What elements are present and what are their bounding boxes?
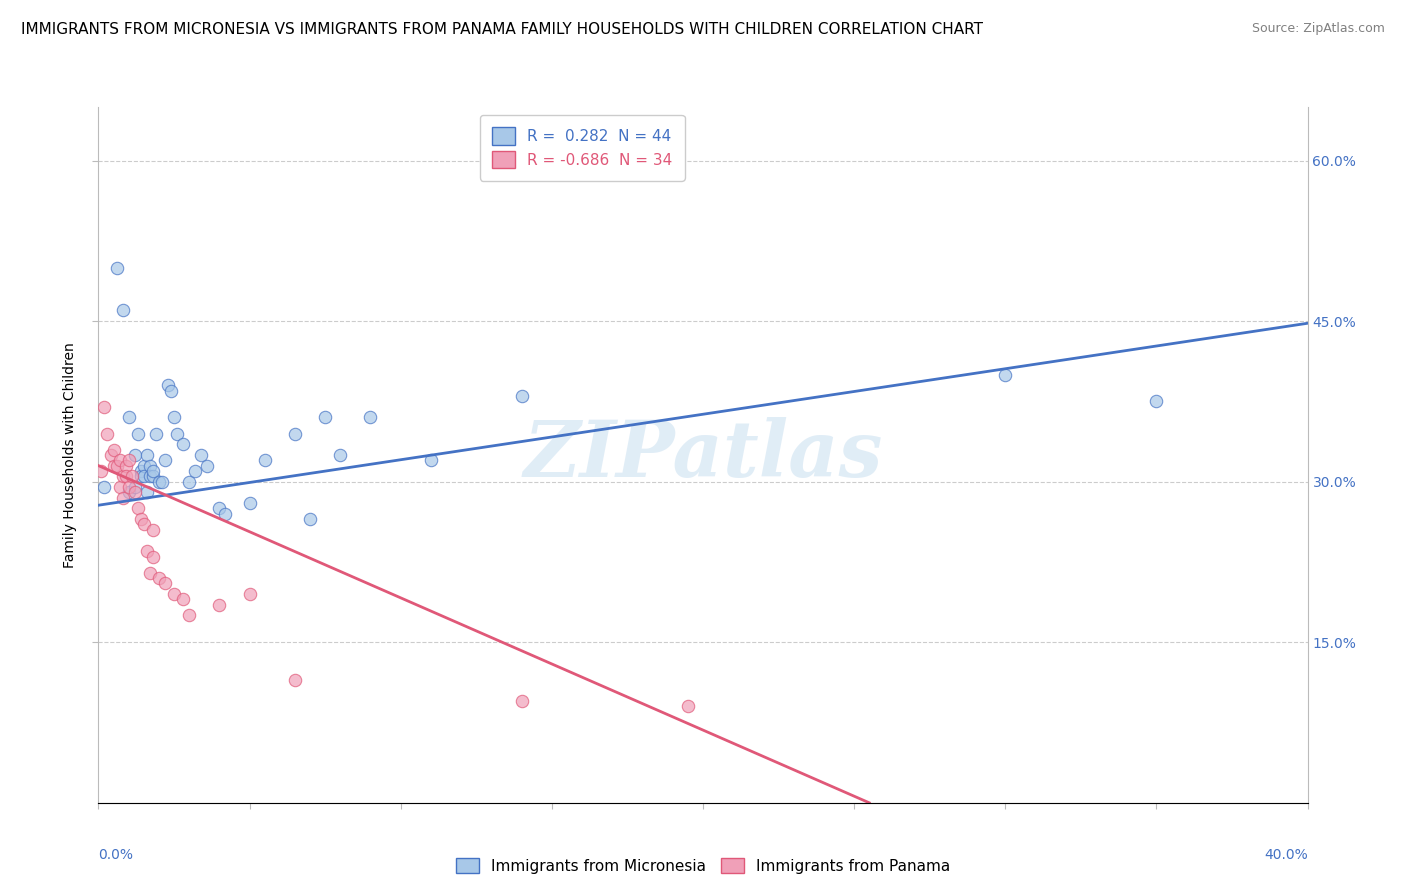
Point: [172, 437, 194, 451]
Point: [114, 458, 136, 473]
Point: [172, 592, 194, 607]
Point: [994, 368, 1017, 382]
Point: [253, 453, 276, 467]
Point: [90, 464, 112, 478]
Text: 0.0%: 0.0%: [98, 848, 134, 862]
Point: [510, 389, 533, 403]
Point: [111, 469, 134, 483]
Point: [179, 608, 201, 623]
Point: [166, 426, 188, 441]
Point: [184, 464, 207, 478]
Point: [420, 453, 443, 467]
Point: [132, 517, 155, 532]
Point: [127, 426, 149, 441]
Point: [135, 544, 157, 558]
Point: [118, 410, 141, 425]
Point: [129, 464, 152, 478]
Point: [108, 453, 131, 467]
Point: [163, 587, 186, 601]
Point: [139, 566, 162, 580]
Y-axis label: Family Households with Children: Family Households with Children: [63, 342, 77, 568]
Text: IMMIGRANTS FROM MICRONESIA VS IMMIGRANTS FROM PANAMA FAMILY HOUSEHOLDS WITH CHIL: IMMIGRANTS FROM MICRONESIA VS IMMIGRANTS…: [21, 22, 983, 37]
Point: [284, 673, 307, 687]
Point: [93, 480, 115, 494]
Point: [108, 480, 131, 494]
Point: [156, 378, 179, 392]
Point: [111, 491, 134, 505]
Text: Source: ZipAtlas.com: Source: ZipAtlas.com: [1251, 22, 1385, 36]
Point: [105, 260, 128, 275]
Point: [135, 485, 157, 500]
Point: [103, 458, 125, 473]
Legend: R =  0.282  N = 44, R = -0.686  N = 34: R = 0.282 N = 44, R = -0.686 N = 34: [479, 115, 685, 180]
Point: [118, 485, 141, 500]
Point: [239, 496, 262, 510]
Point: [96, 426, 118, 441]
Point: [142, 464, 165, 478]
Point: [103, 442, 125, 457]
Point: [360, 410, 382, 425]
Point: [132, 458, 155, 473]
Point: [118, 453, 141, 467]
Point: [676, 699, 699, 714]
Point: [163, 410, 186, 425]
Point: [93, 400, 115, 414]
Point: [100, 448, 122, 462]
Point: [153, 453, 176, 467]
Point: [150, 475, 173, 489]
Point: [124, 485, 146, 500]
Point: [124, 448, 146, 462]
Point: [299, 512, 322, 526]
Point: [153, 576, 176, 591]
Point: [142, 549, 165, 564]
Point: [124, 480, 146, 494]
Point: [145, 426, 167, 441]
Text: ZIPatlas: ZIPatlas: [523, 417, 883, 493]
Point: [129, 512, 152, 526]
Text: 40.0%: 40.0%: [1264, 848, 1308, 862]
Point: [190, 448, 212, 462]
Point: [329, 448, 352, 462]
Point: [148, 475, 170, 489]
Point: [148, 571, 170, 585]
Point: [121, 469, 143, 483]
Point: [208, 501, 231, 516]
Point: [1144, 394, 1167, 409]
Point: [142, 523, 165, 537]
Point: [208, 598, 231, 612]
Point: [160, 384, 183, 398]
Legend: Immigrants from Micronesia, Immigrants from Panama: Immigrants from Micronesia, Immigrants f…: [450, 852, 956, 880]
Point: [114, 469, 136, 483]
Point: [129, 469, 152, 483]
Point: [142, 469, 165, 483]
Point: [195, 458, 218, 473]
Point: [314, 410, 336, 425]
Point: [127, 501, 149, 516]
Point: [111, 303, 134, 318]
Point: [139, 469, 162, 483]
Point: [510, 694, 533, 708]
Point: [118, 480, 141, 494]
Point: [105, 458, 128, 473]
Point: [132, 469, 155, 483]
Point: [179, 475, 201, 489]
Point: [214, 507, 236, 521]
Point: [139, 458, 162, 473]
Point: [239, 587, 262, 601]
Point: [284, 426, 307, 441]
Point: [135, 448, 157, 462]
